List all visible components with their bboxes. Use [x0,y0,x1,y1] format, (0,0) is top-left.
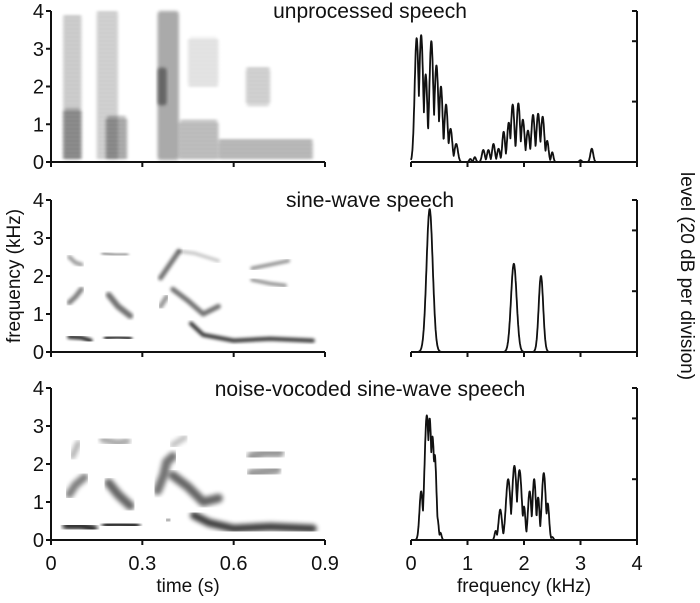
panel-title-sine-wave: sine-wave speech [286,189,454,212]
y-tick-label: 3 [33,228,44,250]
formant-track [250,278,287,287]
frequency-tick-label: 3 [575,553,586,575]
energy-region [245,67,271,106]
formant-track [250,259,290,270]
y-tick-label: 1 [33,492,44,514]
formant-track [177,249,220,263]
formant-track [101,520,141,530]
y-tick-label: 3 [33,39,44,61]
time-axis-label: time (s) [156,576,219,597]
formant-track [104,478,135,511]
frequency-tick-label: 4 [631,553,642,575]
formant-track [66,286,84,306]
energy-region [157,11,179,161]
formant-track [67,255,84,267]
energy-region [188,37,219,87]
formant-track [153,451,178,496]
time-tick-label: 0.9 [311,553,339,575]
frequency-axis-label: frequency (kHz) [457,576,591,597]
y-tick-label: 0 [33,152,44,174]
spectrum-unprocessed [410,34,638,163]
spectrogram-noise-vocoded [62,434,317,533]
formant-track [99,435,131,447]
y-tick-label: 0 [33,342,44,364]
y-tick-label: 2 [33,266,44,288]
energy-region [63,109,82,161]
formant-track [163,515,174,525]
spectrum-line [410,414,638,541]
spectrum-sine-wave [410,208,638,353]
formant-track [189,321,315,343]
y-tick-label: 3 [33,416,44,438]
formant-track [65,473,89,499]
y-tick-label: 4 [33,190,44,212]
y-tick-label: 0 [33,530,44,552]
time-tick-label: 0 [45,553,56,575]
formant-track [101,251,129,257]
spectrum-line [410,208,638,353]
formant-track [67,334,93,343]
formant-track [190,511,317,533]
energy-region [105,116,128,161]
frequency-tick-label: 2 [518,553,529,575]
formant-track [62,521,98,533]
y-tick-label: 2 [33,77,44,99]
formant-track [158,294,170,309]
energy-region [178,120,219,161]
panel-title-unprocessed: unprocessed speech [273,0,467,23]
formant-track [168,470,223,507]
panel-sine-wave-speech: sine-wave speech [66,189,638,353]
formant-track [169,434,188,448]
time-tick-label: 0.6 [220,553,248,575]
right-y-axis-label: level (20 dB per division) [676,172,697,380]
y-tick-label: 4 [33,378,44,400]
formant-track [158,248,182,281]
panel-title-noise-vocoded: noise-vocoded sine-wave speech [215,378,526,401]
formant-track [105,292,134,319]
spectrum-line [410,34,638,163]
energy-region [218,139,313,161]
spectrum-noise-vocoded [410,414,638,541]
y-tick-label: 2 [33,454,44,476]
panel-noise-vocoded: noise-vocoded sine-wave speech [62,378,638,541]
time-tick-label: 0.3 [128,553,156,575]
axes: 0 1 2 3 4 0 1 2 3 4 0 1 2 3 4 0 0.3 0.6 0.9 0 1 2 3 4 [33,1,643,575]
formant-track [69,440,82,460]
formant-track [103,334,133,341]
frequency-tick-label: 1 [462,553,473,575]
y-tick-label: 1 [33,304,44,326]
y-tick-label: 4 [33,1,44,23]
frequency-tick-label: 0 [405,553,416,575]
formant-track [170,286,221,317]
formant-track [246,464,282,479]
y-tick-label: 1 [33,114,44,136]
spectrogram-unprocessed [63,11,313,161]
spectrogram-sine-wave [66,248,315,343]
left-y-axis-label: frequency (kHz) [4,209,25,343]
panel-unprocessed-speech: unprocessed speech [63,0,638,163]
energy-region [157,67,167,106]
formant-track [246,447,285,462]
